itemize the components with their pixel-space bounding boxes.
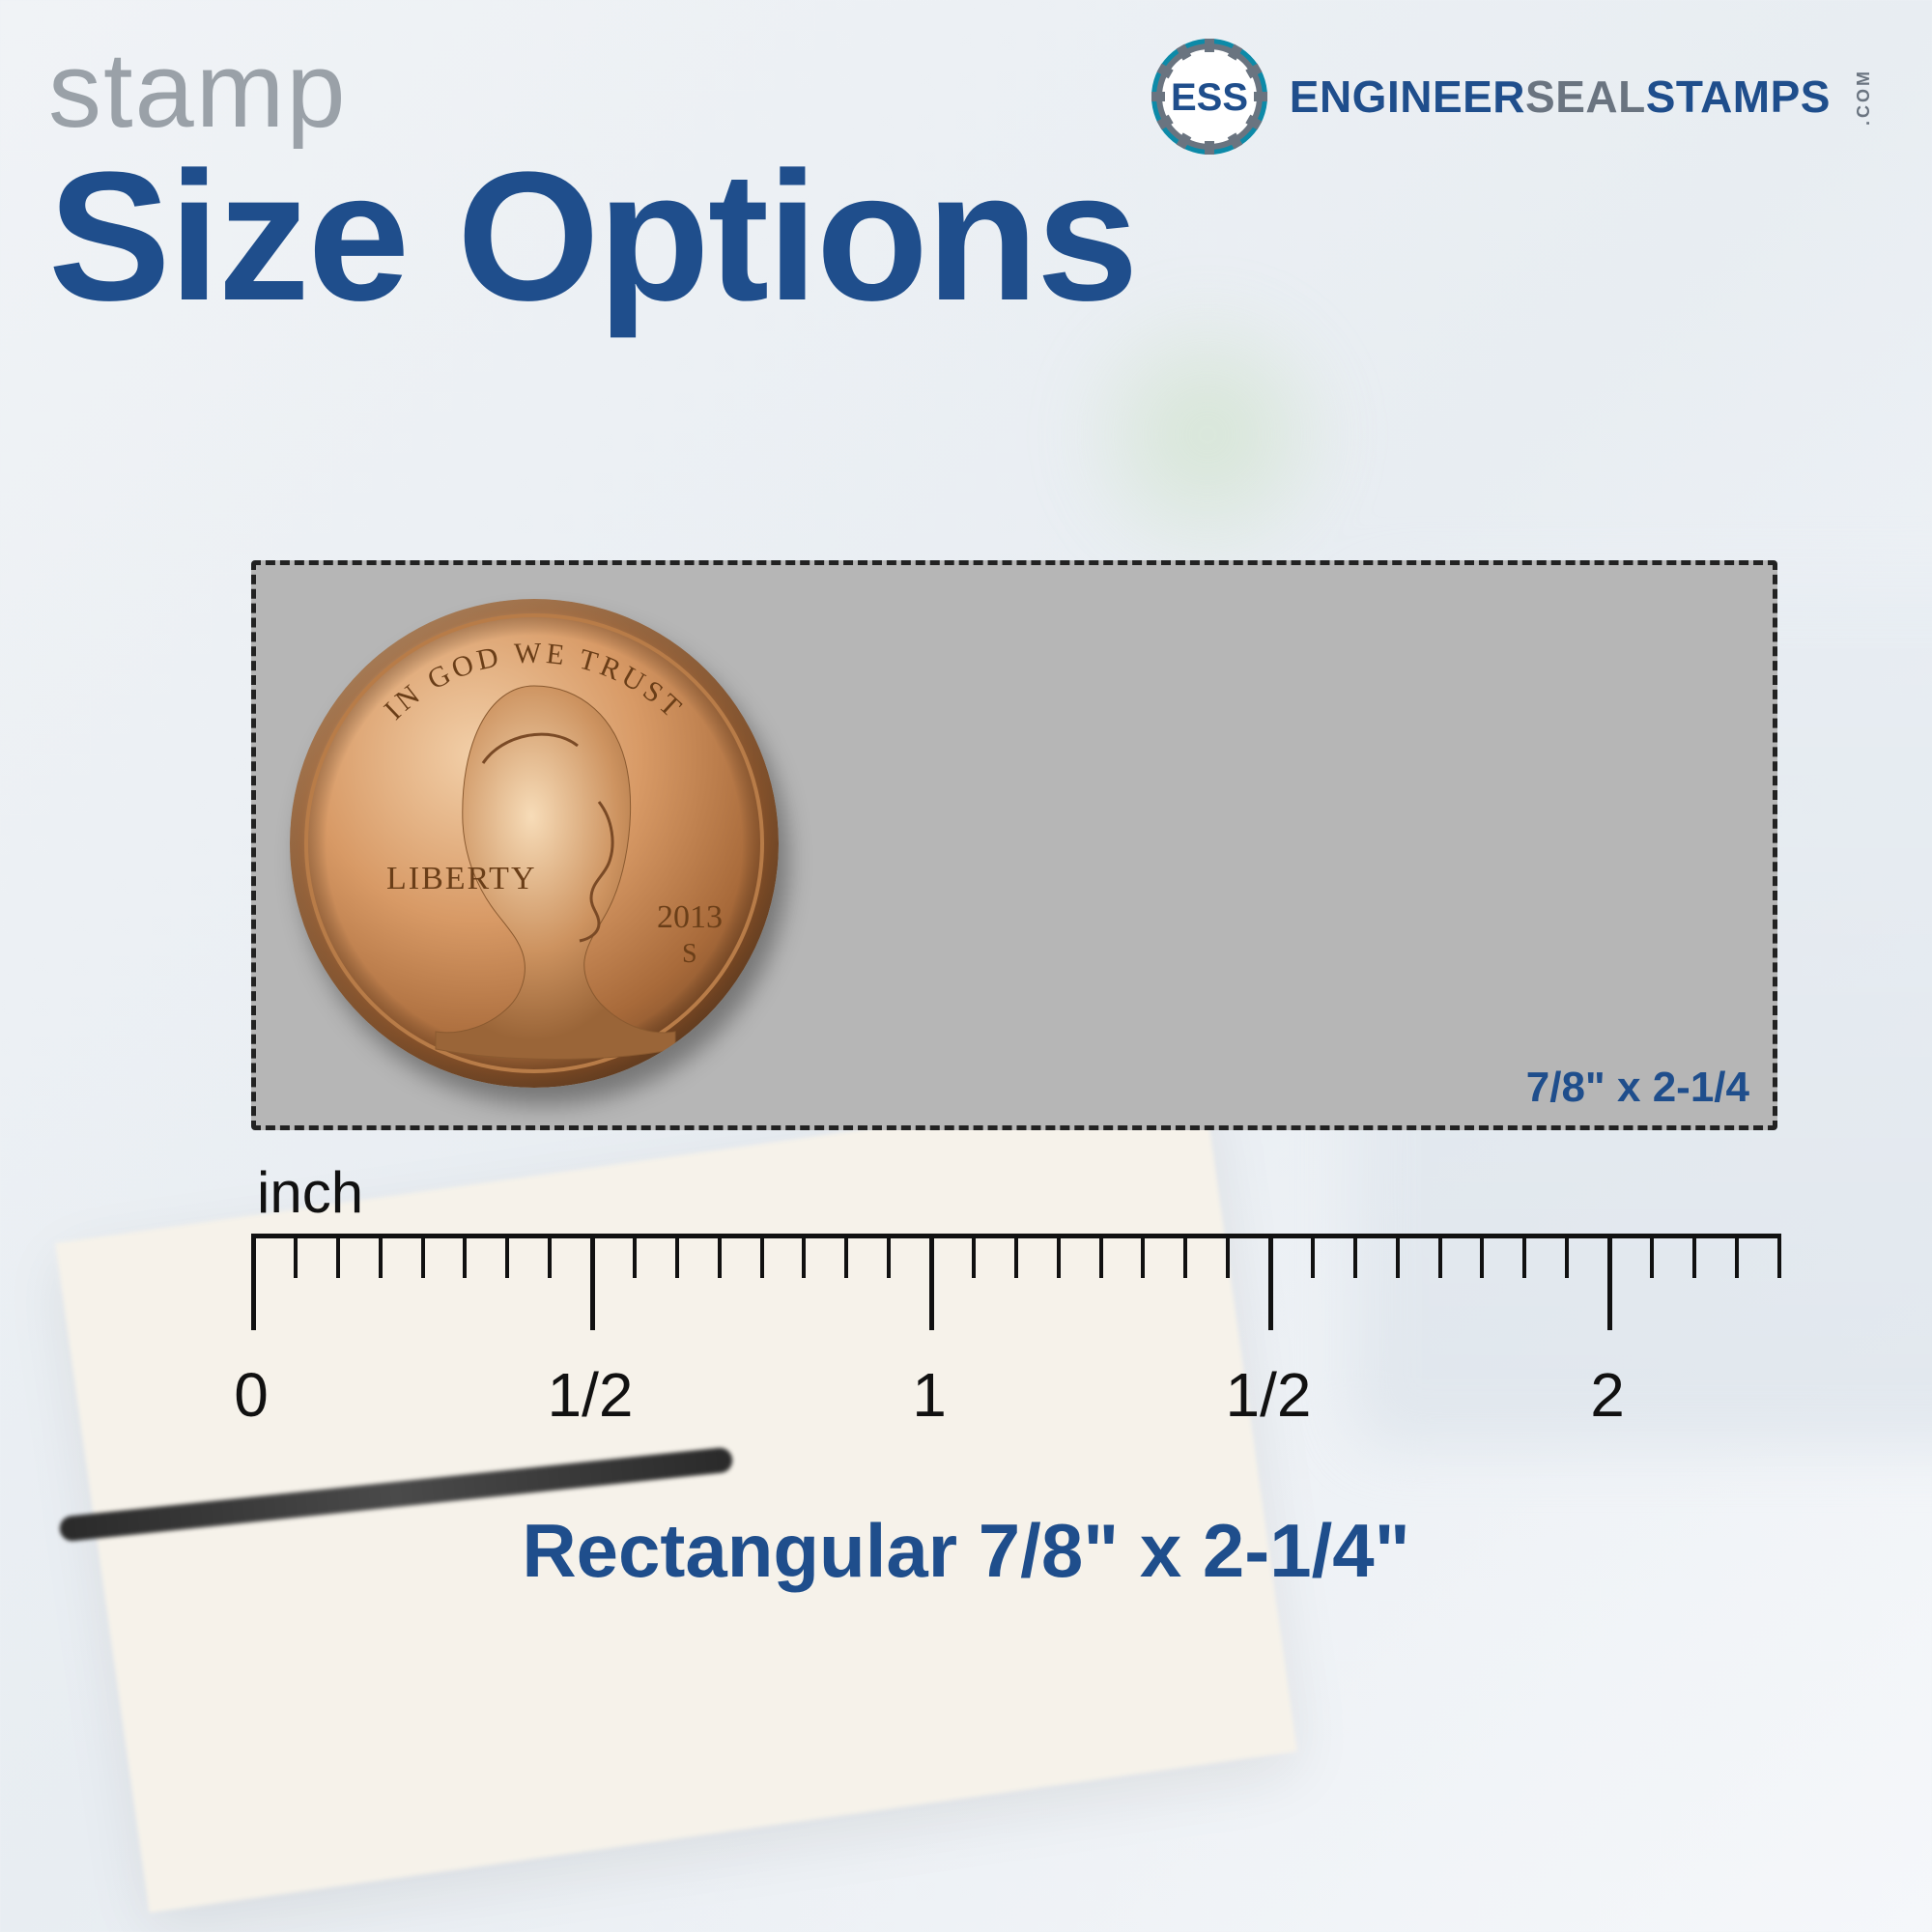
ruler-tick-minor [1438,1234,1442,1278]
content-root: stamp Size Options [0,0,1932,1932]
page-title: Size Options [48,145,1137,328]
ruler-tick-minor [1057,1234,1061,1278]
ruler-tick-minor [1735,1234,1739,1278]
ruler: inch 01/211/22 [251,1159,1787,1378]
ruler-tick-minor [972,1234,976,1278]
page-subtitle: stamp [48,29,348,152]
ruler-tick-minor [887,1234,891,1278]
ruler-tick-minor [1226,1234,1230,1278]
ruler-tick-minor [1480,1234,1484,1278]
ruler-unit-label: inch [257,1159,1787,1226]
logo-dotcom: .COM [1854,69,1874,126]
ruler-tick-minor [1353,1234,1357,1278]
ruler-tick-minor [1014,1234,1018,1278]
logo-badge-icon: ESS [1147,34,1272,159]
ruler-tick-minor [802,1234,806,1278]
ruler-tick-minor [760,1234,764,1278]
size-caption: Rectangular 7/8" x 2-1/4" [0,1507,1932,1595]
ruler-tick-minor [1183,1234,1187,1278]
ruler-tick-minor [548,1234,552,1278]
brand-logo: ESS ENGINEER SEAL STAMPS .COM [1147,34,1874,159]
ruler-tick-label: 1/2 [1226,1359,1312,1431]
ruler-tick-minor [675,1234,679,1278]
ruler-ticks: 01/211/22 [251,1234,1783,1378]
penny-year-text: 2013 [657,899,723,935]
ruler-tick-minor [1522,1234,1526,1278]
ruler-tick-major [929,1234,934,1330]
ruler-tick-minor [505,1234,509,1278]
logo-text-engineer: ENGINEER [1290,71,1525,123]
penny-coin-icon: IN GOD WE TRUST LIBERTY 2013 S [290,599,779,1088]
logo-text-stamps: STAMPS [1646,71,1831,123]
penny-liberty-text: LIBERTY [386,861,537,896]
ruler-tick-major [1607,1234,1612,1330]
logo-badge-text: ESS [1171,76,1248,119]
ruler-tick-minor [1565,1234,1569,1278]
logo-wordmark: ENGINEER SEAL STAMPS [1290,71,1831,123]
ruler-tick-minor [336,1234,340,1278]
ruler-tick-label: 0 [234,1359,269,1431]
ruler-tick-minor [1692,1234,1696,1278]
ruler-tick-major [590,1234,595,1330]
ruler-tick-minor [718,1234,722,1278]
ruler-tick-minor [463,1234,467,1278]
ruler-tick-major [251,1234,256,1330]
ruler-tick-minor [294,1234,298,1278]
ruler-tick-minor [633,1234,637,1278]
ruler-tick-minor [844,1234,848,1278]
ruler-tick-label: 1 [912,1359,947,1431]
ruler-tick-minor [1396,1234,1400,1278]
ruler-tick-minor [1141,1234,1145,1278]
ruler-tick-minor [421,1234,425,1278]
ruler-tick-minor [1099,1234,1103,1278]
ruler-tick-minor [1311,1234,1315,1278]
stamp-corner-label: 7/8" x 2-1/4 [1526,1064,1749,1112]
ruler-tick-major [1268,1234,1273,1330]
ruler-tick-minor [1777,1234,1781,1278]
penny-mint-mark: S [682,939,697,969]
ruler-tick-label: 2 [1590,1359,1625,1431]
ruler-tick-minor [1650,1234,1654,1278]
ruler-tick-label: 1/2 [548,1359,634,1431]
logo-text-seal: SEAL [1525,71,1646,123]
ruler-tick-minor [379,1234,383,1278]
